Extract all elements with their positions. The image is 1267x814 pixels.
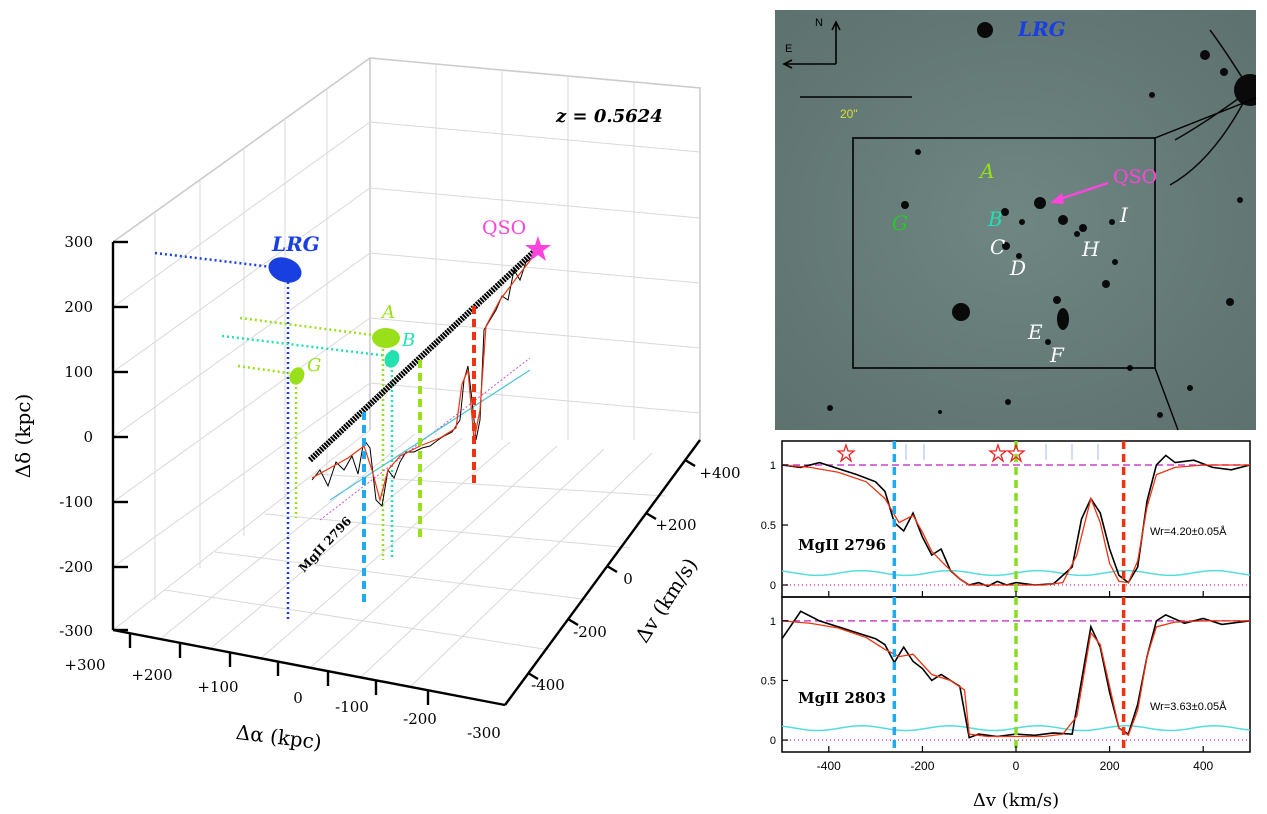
y-tick-label: 0 xyxy=(770,580,776,592)
y-tick-label: 1 xyxy=(770,616,776,628)
panel-3d-plot: 300 200 100 0 -100 -200 -300 +300 +200 +… xyxy=(11,57,741,754)
x-tick-label: -100 xyxy=(335,698,369,716)
series-model xyxy=(781,464,1250,586)
galaxy-b-marker xyxy=(384,350,400,368)
x-tick-label: -200 xyxy=(403,710,437,728)
velocity-markers-3d xyxy=(362,306,476,605)
panel-spectra: 00.51 00.51-400 -200 0 200 400 MgII 2796 Wr=… xyxy=(761,440,1251,811)
x-tick-label: +100 xyxy=(197,678,238,696)
continuum-line xyxy=(307,245,541,463)
axis-x-ticks xyxy=(128,633,430,705)
galaxy-label-g: G xyxy=(892,211,908,235)
lrg-label-3d: LRG xyxy=(271,232,320,256)
galaxy-a-label-3d: A xyxy=(380,302,395,323)
v-tick-label: -200 xyxy=(573,623,607,641)
y-tick-label: 0.5 xyxy=(761,520,776,532)
error-spectrum xyxy=(329,369,531,501)
spectrum-title-2796: MgII 2796 xyxy=(798,536,886,554)
series-model xyxy=(781,620,1250,738)
galaxy-label-f: F xyxy=(1049,343,1065,367)
x-tick-label: -300 xyxy=(467,724,501,742)
galaxy-a-marker xyxy=(372,328,400,348)
sky-objects xyxy=(827,22,1256,418)
y-tick-label: 0.5 xyxy=(761,675,776,687)
galaxy-label-c: C xyxy=(990,235,1005,259)
spectra-x-axis-title: Δv (km/s) xyxy=(973,790,1059,811)
galaxy-label-b: B xyxy=(987,207,1003,231)
grid-left-wall xyxy=(112,89,371,600)
x-tick-label: 400 xyxy=(1193,759,1213,773)
lrg-marker xyxy=(268,257,302,283)
qso-arrow-head xyxy=(1050,193,1064,204)
axes-3d xyxy=(111,242,701,707)
galaxy-label-a: A xyxy=(978,159,994,183)
spectrum-title-2803: MgII 2803 xyxy=(798,689,886,707)
compass-east: E xyxy=(785,43,792,55)
v-tick-label: +200 xyxy=(655,516,696,534)
axis-y-ticks xyxy=(113,240,128,632)
qso-star-marker xyxy=(525,236,551,261)
spectrum-plot-2803: 0 0.5 1 -400 -200 0 200 400 xyxy=(761,597,1251,773)
zoom-box xyxy=(852,137,1156,369)
flux-3d xyxy=(311,257,533,508)
zero-line xyxy=(319,357,531,521)
x-tick-label: 200 xyxy=(1100,759,1120,773)
y-tick-label: 1 xyxy=(770,460,776,472)
y-tick-label: 200 xyxy=(64,298,93,316)
qso-label-image: QSO xyxy=(1113,166,1157,188)
v-tick-label: +400 xyxy=(699,464,740,482)
y-tick-label: 0 xyxy=(83,428,93,446)
qso-arrow xyxy=(1053,181,1109,203)
y-tick-label: 100 xyxy=(64,363,93,381)
y-tick-label: -200 xyxy=(59,558,93,576)
v-tick-label: -400 xyxy=(531,676,565,694)
panel-sky-image: N E 20" LRG QSO A B C D E F G H I xyxy=(775,10,1257,431)
galaxy-label-i: I xyxy=(1119,203,1129,227)
component-stars xyxy=(836,442,1026,463)
spectrum-plot-2796: 00.51 xyxy=(761,441,1251,597)
zoom-connectors xyxy=(1154,97,1257,431)
compass-north: N xyxy=(815,17,823,29)
x-axis-title: Δα (kpc) xyxy=(235,720,323,754)
blend-ticks xyxy=(905,444,1099,460)
y-tick-label: -300 xyxy=(59,622,93,640)
projection-lines xyxy=(154,251,394,622)
galaxy-label-e: E xyxy=(1027,320,1043,344)
x-tick-label: +300 xyxy=(64,656,105,674)
y-tick-label: 0 xyxy=(770,735,776,747)
x-tick-label: -200 xyxy=(910,759,934,773)
v-axis-title: Δv (km/s) xyxy=(630,553,702,646)
x-tick-label: +200 xyxy=(131,666,172,684)
x-tick-label: 0 xyxy=(293,689,303,707)
galaxy-label-d: D xyxy=(1009,256,1026,280)
galaxy-g-marker xyxy=(289,367,305,385)
v-tick-label: 0 xyxy=(623,570,633,588)
galaxy-b-label-3d: B xyxy=(401,330,415,351)
grid-right-wall xyxy=(369,64,701,440)
scale-label: 20" xyxy=(840,107,858,121)
sky-background xyxy=(775,10,1256,430)
x-tick-label: 0 xyxy=(1013,759,1020,773)
y-tick-label: -100 xyxy=(59,493,93,511)
lrg-label-image: LRG xyxy=(1017,17,1066,41)
galaxy-g-label-3d: G xyxy=(307,355,321,376)
qso-label-3d: QSO xyxy=(482,217,526,239)
galaxy-label-h: H xyxy=(1081,237,1100,261)
galaxy-labels: A B C D E F G H I xyxy=(892,159,1129,367)
y-tick-label: 300 xyxy=(64,233,93,251)
ew-label-2796: Wr=4.20±0.05Å xyxy=(1150,525,1227,538)
redshift-label: z = 0.5624 xyxy=(555,106,663,127)
ew-label-2803: Wr=3.63±0.05Å xyxy=(1150,700,1227,713)
x-tick-label: -400 xyxy=(817,759,841,773)
axis-v-ticks xyxy=(527,458,696,681)
compass xyxy=(782,20,841,69)
y-axis-title: Δδ (kpc) xyxy=(11,394,35,479)
